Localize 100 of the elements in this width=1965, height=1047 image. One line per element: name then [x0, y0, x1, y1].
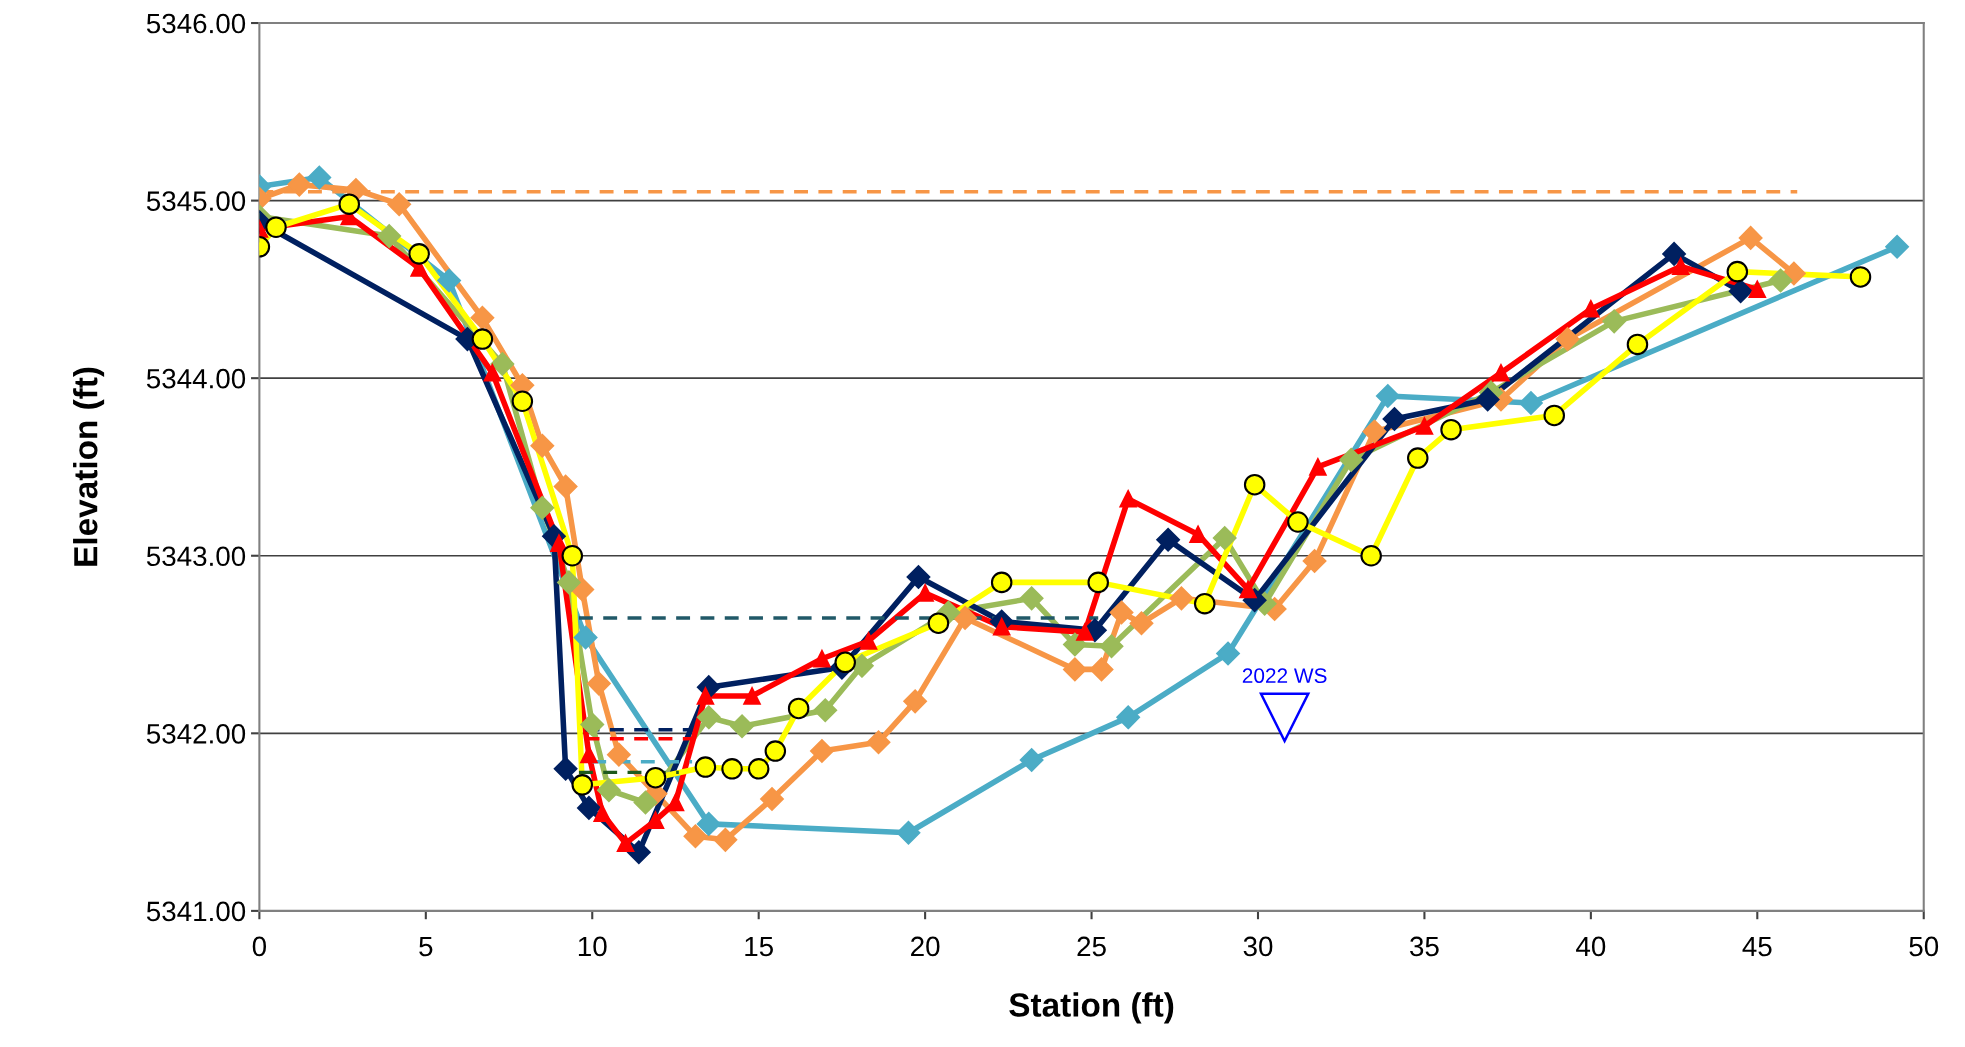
point	[287, 172, 312, 197]
point	[1849, 266, 1872, 288]
point	[553, 474, 578, 499]
point	[1063, 632, 1087, 657]
point	[1116, 705, 1141, 730]
point	[1216, 641, 1240, 666]
point	[338, 193, 361, 215]
point	[1129, 611, 1154, 636]
x-tick-label: 10	[578, 936, 607, 957]
x-tick-label: 50	[1909, 936, 1939, 957]
point	[633, 790, 658, 815]
point	[1543, 404, 1566, 427]
point	[1726, 260, 1749, 283]
point	[1302, 549, 1327, 573]
point	[1087, 571, 1109, 594]
point	[810, 739, 834, 763]
point	[616, 834, 635, 853]
point	[1672, 257, 1690, 275]
point	[1885, 234, 1909, 259]
point	[859, 632, 878, 650]
point	[1019, 748, 1044, 772]
point	[511, 390, 534, 413]
point	[1582, 300, 1600, 318]
point	[471, 328, 494, 350]
point	[760, 787, 784, 811]
point	[644, 766, 667, 789]
point	[730, 714, 754, 739]
point	[903, 689, 927, 714]
point	[1243, 473, 1266, 496]
point	[387, 192, 412, 216]
point	[597, 778, 621, 802]
point	[696, 687, 715, 705]
point	[896, 820, 921, 845]
point	[1099, 634, 1124, 659]
x-tick-label: 25	[1077, 936, 1106, 957]
x-tick-label: 15	[745, 936, 773, 957]
point	[906, 565, 931, 589]
point	[1748, 280, 1766, 299]
point	[721, 758, 743, 780]
point	[561, 544, 584, 567]
y-tick-label: 5344.00	[146, 368, 246, 389]
point	[483, 364, 502, 382]
point	[813, 650, 831, 668]
point	[1375, 384, 1400, 408]
point	[580, 712, 605, 737]
point	[1415, 417, 1434, 435]
x-tick-label: 30	[1243, 936, 1273, 957]
x-tick-label: 5	[419, 936, 433, 957]
point	[1189, 525, 1207, 544]
point	[866, 730, 891, 755]
point	[1728, 279, 1753, 304]
point	[696, 812, 721, 836]
point	[265, 216, 287, 238]
point	[1339, 448, 1364, 472]
point	[627, 840, 651, 865]
point	[408, 243, 430, 265]
point	[1193, 592, 1216, 615]
point	[1602, 309, 1627, 334]
point	[747, 758, 770, 780]
point	[1119, 490, 1137, 508]
point	[607, 742, 631, 767]
y-tick-label: 5342.00	[146, 723, 246, 744]
point	[1076, 623, 1094, 641]
point	[1360, 544, 1382, 567]
point	[1662, 242, 1686, 266]
point	[787, 697, 810, 720]
point	[813, 698, 838, 723]
point	[1169, 586, 1194, 611]
y-tick-label: 5341.00	[146, 901, 246, 922]
y-tick-label: 5346.00	[146, 13, 246, 34]
point	[1555, 327, 1580, 351]
point	[1626, 333, 1649, 356]
point	[1475, 387, 1500, 412]
point	[587, 671, 611, 696]
point	[557, 570, 581, 595]
point	[530, 495, 555, 520]
point	[743, 687, 761, 705]
point	[593, 804, 611, 822]
x-tick-label: 20	[911, 936, 940, 957]
point	[696, 705, 721, 730]
point	[1089, 657, 1114, 682]
point	[1492, 364, 1510, 382]
point	[1287, 511, 1309, 533]
y-axis-title: Elevation (ft)	[73, 367, 105, 566]
point	[850, 654, 874, 678]
point	[570, 577, 595, 602]
point	[1019, 586, 1044, 611]
point	[1063, 657, 1087, 682]
point	[834, 651, 856, 674]
x-tick-label: 45	[1742, 936, 1772, 957]
y-tick-label: 5345.00	[146, 191, 246, 211]
x-tick-label: 40	[1576, 936, 1606, 957]
x-tick-label: 35	[1410, 936, 1439, 957]
y-tick-label: 5343.00	[146, 546, 246, 567]
point	[377, 224, 402, 248]
point	[1382, 407, 1407, 431]
point	[1362, 419, 1387, 444]
x-axis-title: Station (ft)	[1009, 992, 1174, 1024]
point	[530, 433, 555, 458]
point	[1109, 600, 1134, 625]
